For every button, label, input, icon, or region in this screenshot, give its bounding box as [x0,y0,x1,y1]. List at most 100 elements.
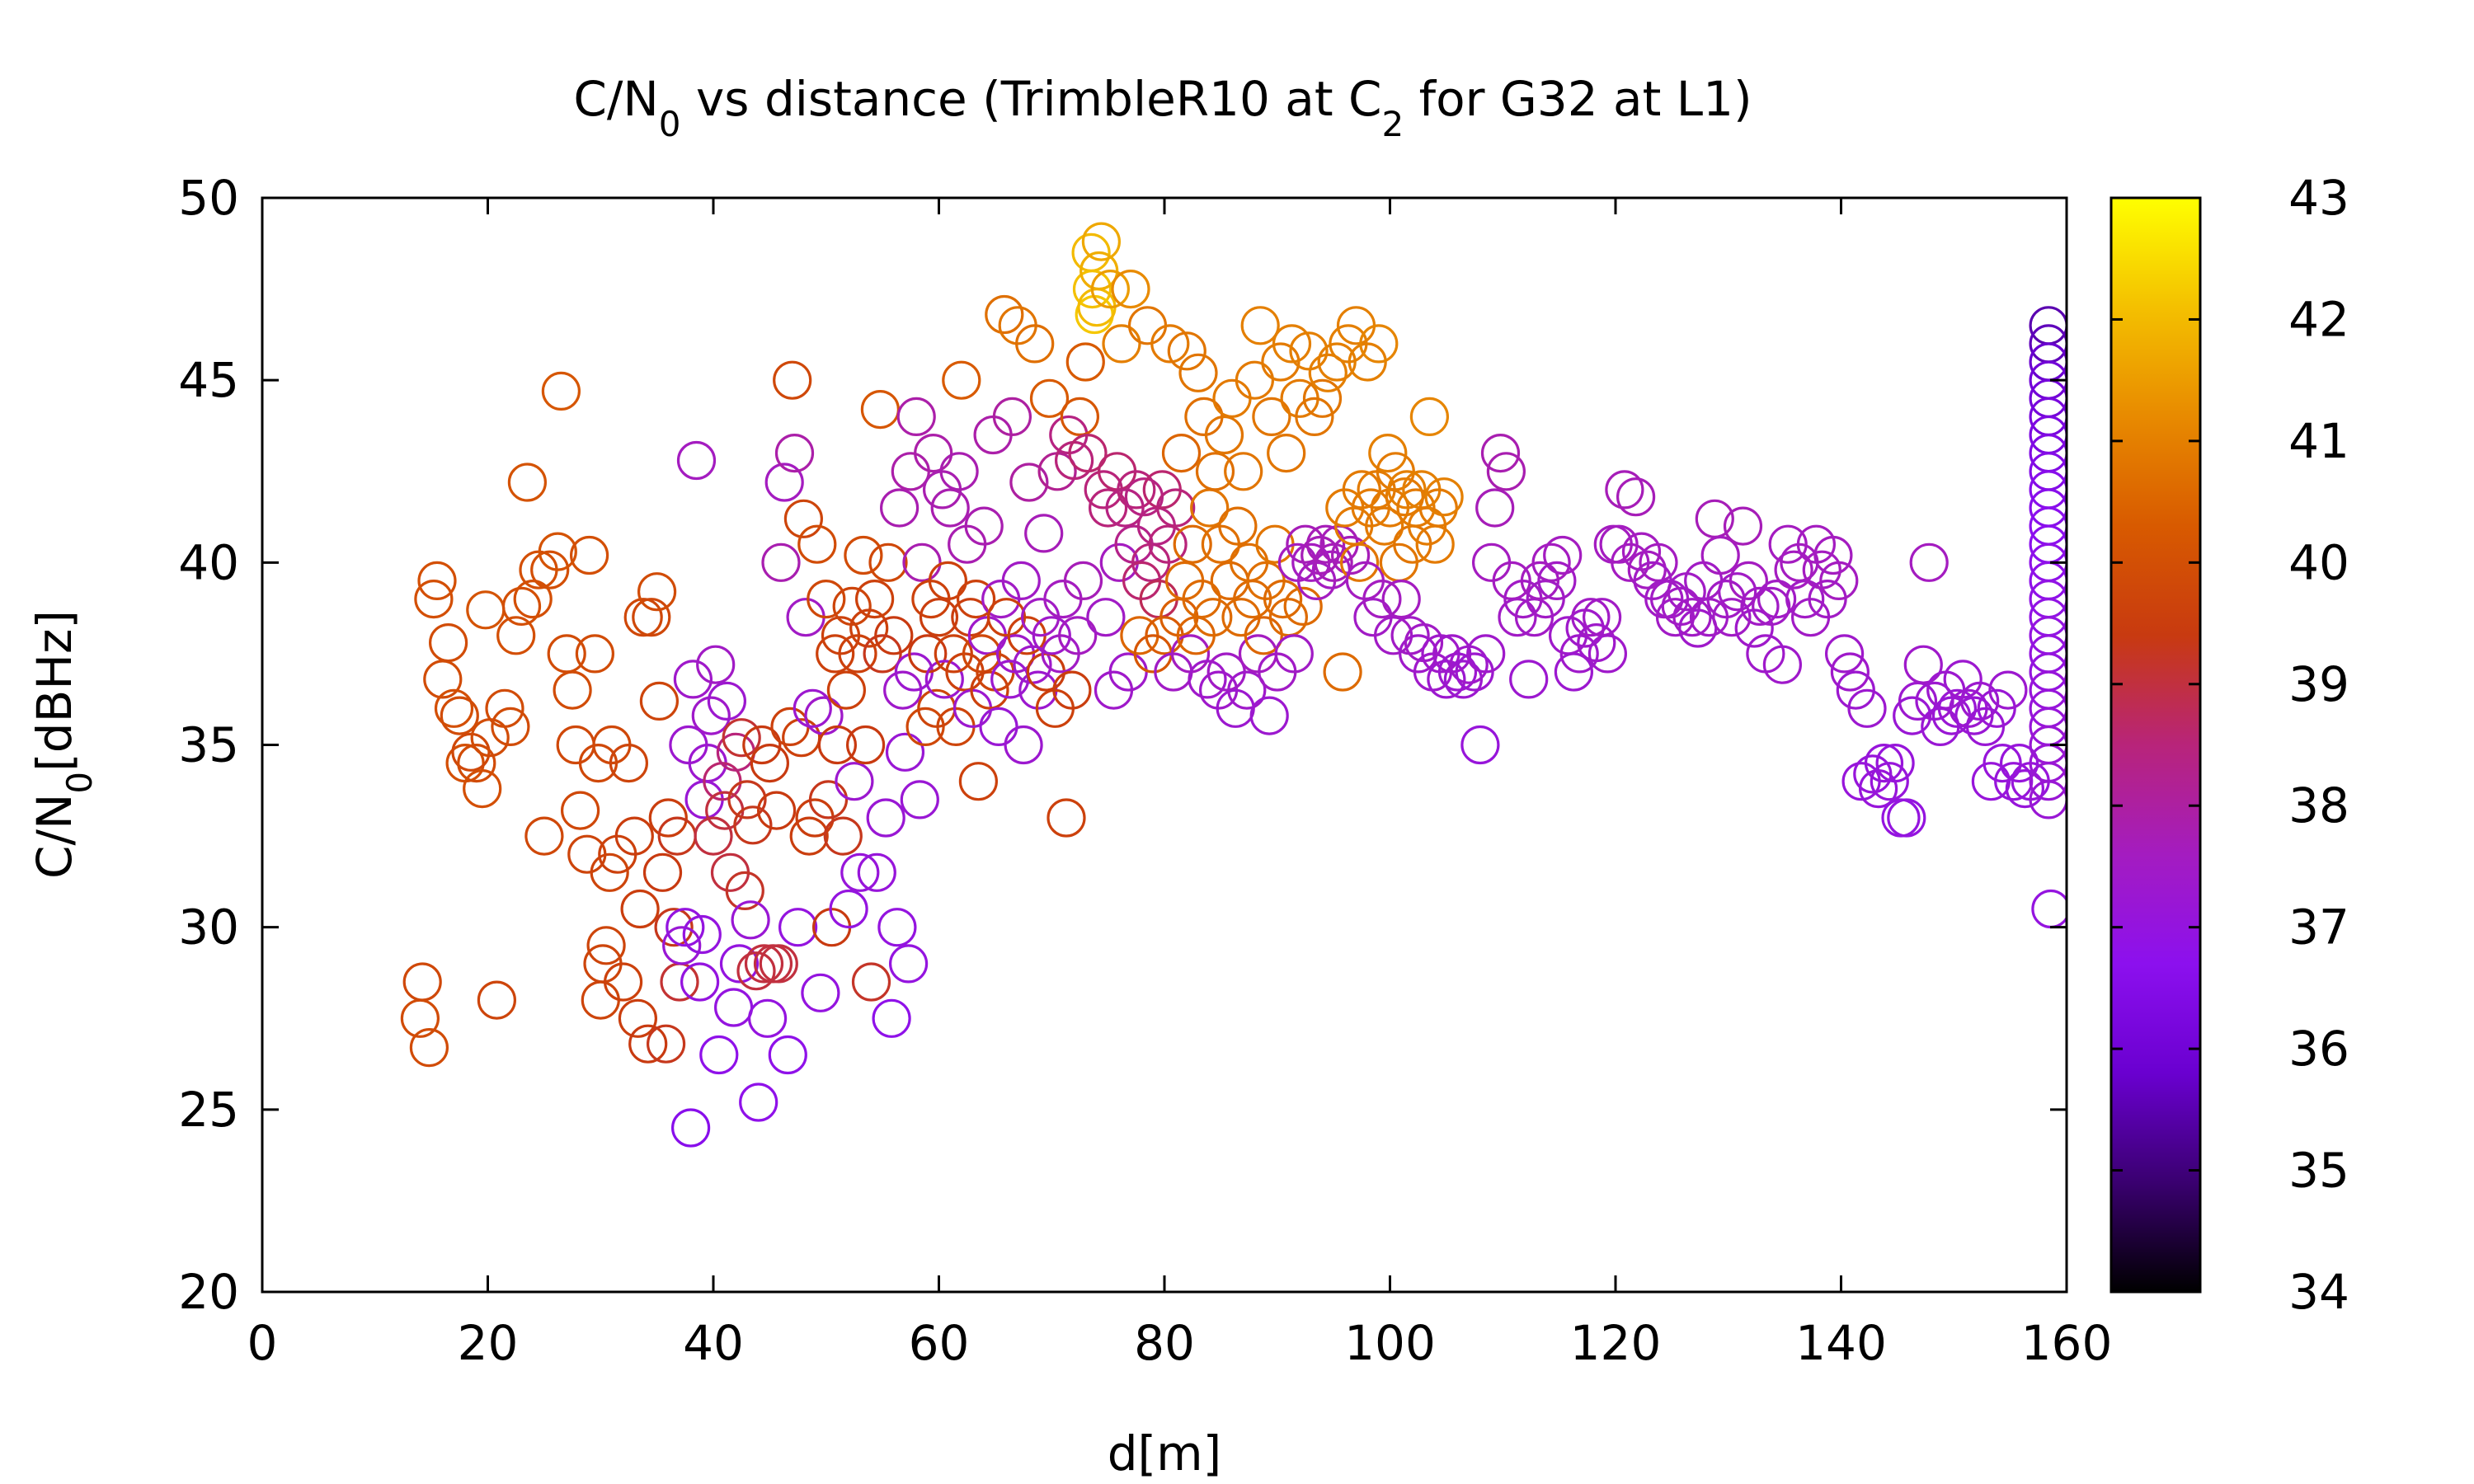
data-point [1362,579,1402,619]
data-point [1001,561,1041,601]
data-point [1240,306,1280,345]
data-point [560,791,600,830]
colorbar-tick-label: 36 [2288,1021,2349,1077]
data-point [1317,342,1357,382]
data-point [1302,378,1343,418]
data-point [1261,342,1300,382]
data-point [874,616,914,655]
data-point [2029,780,2067,819]
data-point [1870,762,1909,801]
data-point [1148,524,1188,564]
data-point [1063,561,1103,601]
data-point [1509,660,1549,699]
y-tick-label: 35 [178,717,239,773]
data-point [1571,598,1611,637]
data-point [739,1082,778,1122]
data-point [1480,433,1521,473]
x-tick-label: 100 [1344,1315,1436,1371]
data-point [1156,488,1196,528]
data-point [609,743,649,783]
data-point [1004,725,1043,765]
data-point [1475,488,1515,528]
data-point [409,1027,449,1068]
data-point [1263,579,1303,619]
data-point [1286,524,1325,564]
data-point [477,980,517,1020]
data-point [905,707,945,747]
data-point [1700,535,1740,575]
data-point [1424,477,1464,517]
data-point [1024,514,1064,553]
data-point [764,463,804,502]
data-point [1988,670,2028,710]
data-point [1655,598,1696,637]
data-point [1342,470,1381,510]
data-point [618,998,658,1038]
data-point [676,440,717,481]
data-point [731,900,770,940]
data-point [699,1035,739,1075]
x-tick-label: 20 [458,1315,519,1371]
data-point [1173,524,1212,564]
y-tick-label: 45 [178,352,239,408]
data-point [829,889,868,929]
data-point [1785,579,1825,619]
data-point [924,660,964,699]
data-point [807,579,846,619]
data-point [854,579,895,619]
data-point [1729,561,1768,601]
data-point [1029,378,1070,418]
data-point [1015,324,1055,364]
data-point [964,506,1004,546]
data-point [1587,634,1628,674]
data-point [725,871,764,911]
data-point [1396,488,1436,528]
data-point [648,798,688,838]
data-point [985,294,1024,335]
data-point [808,780,849,819]
data-point [747,998,788,1038]
data-point [1365,506,1404,546]
x-tick-label: 120 [1570,1315,1662,1371]
data-point [451,732,491,772]
data-point [2000,743,2039,783]
data-point [797,524,837,564]
data-point [1768,524,1808,564]
data-point [1117,470,1156,510]
data-point [491,707,530,747]
data-point [801,973,840,1012]
data-point [919,598,959,637]
data-point [496,616,536,655]
colorbar [2109,196,2202,1294]
data-point [485,688,524,728]
data-point [1058,616,1098,655]
data-point [1864,743,1904,783]
data-point [1065,342,1105,382]
data-point [1052,670,1092,710]
data-point [417,561,457,601]
data-point [958,762,999,801]
data-point [1105,488,1145,528]
data-point [1409,397,1450,436]
colorbar-tick-label: 41 [2288,413,2349,469]
colorbar-tick-label: 42 [2288,291,2349,347]
chart-title: C/N0 vs distance (TrimbleR10 at C2 for G… [573,71,1752,144]
data-point [1348,342,1387,382]
data-point [768,1035,807,1075]
data-point [1427,660,1466,699]
data-point [1599,524,1639,564]
data-point [1111,270,1150,309]
data-point [1627,550,1667,589]
data-point [778,908,818,947]
data-point [1875,743,1915,783]
data-point [1227,670,1267,710]
data-point [1086,598,1126,637]
scatter-points [400,222,2067,1148]
data-point [845,725,886,765]
data-point [1543,535,1583,575]
data-point [1672,598,1712,637]
data-point [1616,477,1656,517]
data-point [1960,681,2000,721]
data-point [942,360,981,400]
